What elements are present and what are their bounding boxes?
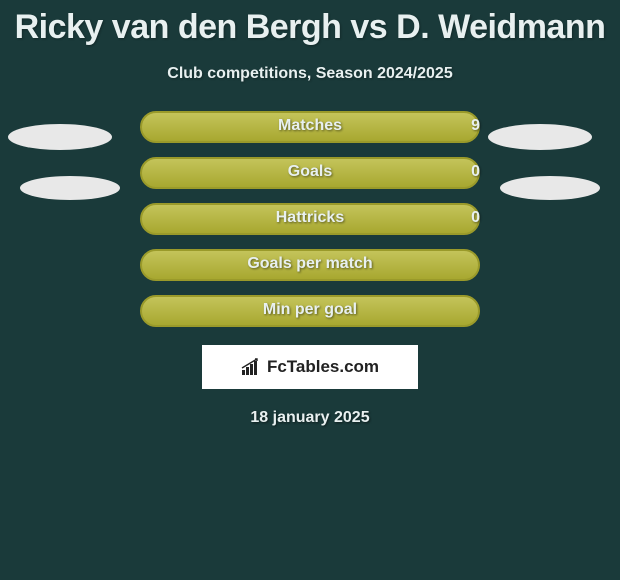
page-title: Ricky van den Bergh vs D. Weidmann	[0, 0, 620, 47]
stat-row-goals-per-match: Goals per match	[0, 249, 620, 295]
logo: FcTables.com	[241, 357, 379, 377]
stat-row-min-per-goal: Min per goal	[0, 295, 620, 341]
decorative-ellipse	[20, 176, 120, 200]
decorative-ellipse	[8, 124, 112, 150]
stat-value: 9	[440, 117, 480, 135]
stat-row-hattricks: Hattricks 0	[0, 203, 620, 249]
stat-label: Min per goal	[140, 301, 480, 319]
stat-label: Goals	[140, 163, 480, 181]
stat-value: 0	[440, 209, 480, 227]
bar-chart-icon	[241, 358, 263, 376]
logo-text: FcTables.com	[267, 357, 379, 377]
date-label: 18 january 2025	[0, 409, 620, 427]
logo-box: FcTables.com	[202, 345, 418, 389]
decorative-ellipse	[488, 124, 592, 150]
stat-label: Goals per match	[140, 255, 480, 273]
stat-value: 0	[440, 163, 480, 181]
subtitle: Club competitions, Season 2024/2025	[0, 65, 620, 83]
decorative-ellipse	[500, 176, 600, 200]
stat-label: Hattricks	[140, 209, 480, 227]
stat-label: Matches	[140, 117, 480, 135]
